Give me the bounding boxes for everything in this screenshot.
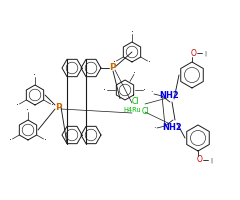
Text: ·: · — [153, 124, 155, 134]
Text: NH2: NH2 — [162, 122, 182, 132]
Text: ·: · — [150, 88, 152, 98]
Text: ·: · — [34, 70, 36, 80]
Text: Cl: Cl — [141, 106, 149, 116]
Text: ·: · — [144, 85, 146, 95]
Text: ·: · — [103, 85, 107, 95]
Text: ·: · — [131, 27, 133, 37]
Text: NH2: NH2 — [159, 90, 179, 99]
Text: ·: · — [113, 57, 116, 67]
Text: H4Ru: H4Ru — [123, 107, 141, 113]
Text: ·: · — [148, 57, 151, 67]
Text: P: P — [55, 102, 61, 112]
Text: |: | — [210, 157, 212, 163]
Text: ·: · — [9, 135, 12, 145]
Text: ·: · — [44, 135, 47, 145]
Text: ·: · — [16, 100, 19, 110]
Text: |: | — [204, 50, 206, 56]
Text: O: O — [197, 156, 203, 164]
Text: ·: · — [26, 105, 30, 115]
Text: Cl: Cl — [131, 97, 139, 106]
Text: ·: · — [133, 68, 137, 78]
Text: O: O — [191, 48, 197, 58]
Text: ·: · — [51, 100, 54, 110]
Text: P: P — [109, 64, 115, 72]
